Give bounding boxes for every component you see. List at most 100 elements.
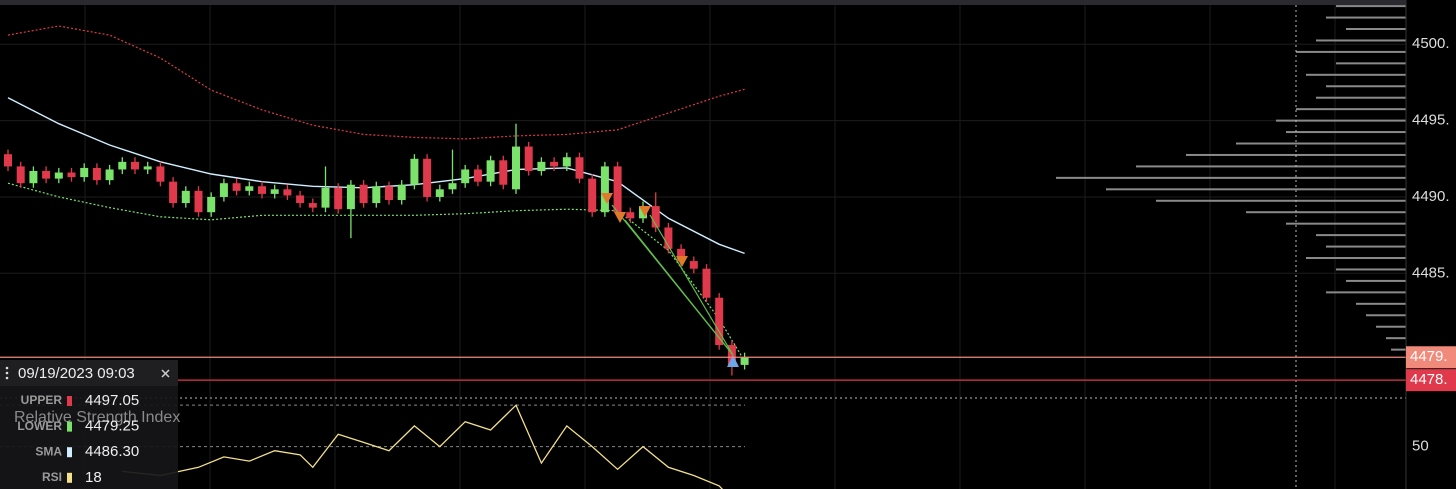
- candle-body: [194, 190, 203, 213]
- signal-line: [624, 219, 734, 356]
- volume-bar: [1346, 279, 1406, 282]
- candle-body: [448, 183, 457, 190]
- volume-bar: [1366, 314, 1406, 317]
- candle-body: [715, 297, 724, 346]
- buy-marker: [727, 355, 739, 367]
- candle-body: [575, 157, 584, 179]
- volume-bar: [1376, 325, 1406, 328]
- volume-bar: [1246, 211, 1406, 214]
- volume-bar: [1336, 268, 1406, 271]
- candle-body: [29, 170, 38, 184]
- volume-bar: [1326, 245, 1406, 248]
- legend-value: 4497.05: [85, 392, 139, 409]
- rsi-pane: [0, 404, 745, 489]
- candle-body: [232, 183, 241, 191]
- volume-bar: [1316, 96, 1406, 99]
- candle-body: [397, 184, 406, 200]
- y-tick-label: 4490.: [1412, 188, 1450, 205]
- legend-label: RSI: [42, 470, 62, 484]
- y-tick-label: 4500.: [1412, 35, 1450, 52]
- candle-body: [372, 186, 381, 204]
- volume-bar: [1326, 85, 1406, 88]
- signal-lines: [611, 204, 734, 356]
- volume-bar: [1106, 188, 1406, 191]
- volume-bar: [1336, 5, 1406, 8]
- candle-body: [702, 268, 711, 298]
- candle-body: [270, 189, 279, 194]
- candle-body: [626, 212, 635, 219]
- rsi-tick-label: 50: [1412, 438, 1429, 455]
- candle-body: [435, 189, 444, 197]
- volume-bar: [1316, 39, 1406, 42]
- y-tick-label: 4485.: [1412, 264, 1450, 281]
- candle-body: [258, 186, 266, 194]
- price-axis: [1406, 0, 1456, 489]
- volume-bar: [1136, 165, 1406, 168]
- candle-body: [512, 146, 520, 190]
- candle-body: [689, 261, 698, 269]
- price-tag: [1406, 346, 1456, 369]
- legend-swatch: [67, 447, 72, 458]
- sell-marker: [639, 206, 651, 217]
- candle-body: [219, 183, 228, 197]
- volume-bar: [1386, 337, 1406, 340]
- legend-swatch: [67, 396, 72, 406]
- candle-body: [562, 157, 571, 167]
- top-bar: [0, 0, 1456, 5]
- volume-bar: [1306, 257, 1406, 260]
- volume-bar: [1316, 234, 1406, 237]
- volume-bar: [1326, 16, 1406, 19]
- legend-swatch: [67, 421, 72, 432]
- candle-body: [473, 169, 482, 182]
- panel-date: 09/19/2023 09:03: [18, 365, 135, 382]
- candle-body: [423, 158, 432, 197]
- indicator-line: [7, 182, 746, 362]
- close-button[interactable]: [161, 369, 170, 378]
- volume-bar: [1296, 50, 1406, 53]
- candle-body: [600, 166, 609, 213]
- candle-body: [80, 167, 89, 178]
- volume-bar: [1391, 348, 1406, 351]
- volume-bar: [1346, 28, 1406, 31]
- candle-body: [486, 160, 495, 182]
- legend-label: UPPER: [21, 393, 63, 407]
- candle-body: [207, 196, 216, 213]
- candle-body: [321, 187, 330, 208]
- candle-body: [664, 227, 673, 249]
- sell-marker: [676, 256, 688, 267]
- volume-bar: [1326, 291, 1406, 294]
- signal-markers: [601, 193, 739, 367]
- legend-swatch: [67, 472, 72, 483]
- candle-body: [169, 181, 178, 204]
- volume-bar: [1236, 142, 1406, 145]
- legend-label: SMA: [35, 444, 62, 458]
- legend-value: 18: [85, 469, 102, 486]
- candle-body: [105, 169, 114, 181]
- candle-body: [588, 178, 597, 213]
- price-tag-label: 4478.: [1410, 371, 1448, 388]
- signal-line: [649, 214, 734, 356]
- candle-body: [118, 161, 127, 170]
- candle-body: [156, 166, 165, 182]
- legend-value: 4486.30: [85, 443, 139, 460]
- volume-bar: [1056, 176, 1406, 179]
- candle-body: [410, 158, 419, 185]
- volume-bar: [1296, 108, 1406, 111]
- candle-body: [461, 169, 470, 184]
- candle-body: [613, 166, 622, 213]
- volume-profile: [1056, 5, 1406, 351]
- panel-header: [0, 360, 178, 386]
- candle-body: [245, 186, 254, 191]
- candle-body: [54, 172, 63, 179]
- candle-body: [308, 203, 317, 208]
- candle-body: [143, 166, 152, 170]
- volume-bar: [1336, 62, 1406, 65]
- candle-body: [550, 161, 559, 167]
- drag-handle[interactable]: [5, 366, 9, 380]
- volume-bar: [1356, 302, 1406, 305]
- candle-body: [651, 206, 660, 228]
- rsi-title: Relative Strength Index: [14, 409, 180, 426]
- volume-bar: [1186, 153, 1406, 156]
- candles: [4, 123, 749, 376]
